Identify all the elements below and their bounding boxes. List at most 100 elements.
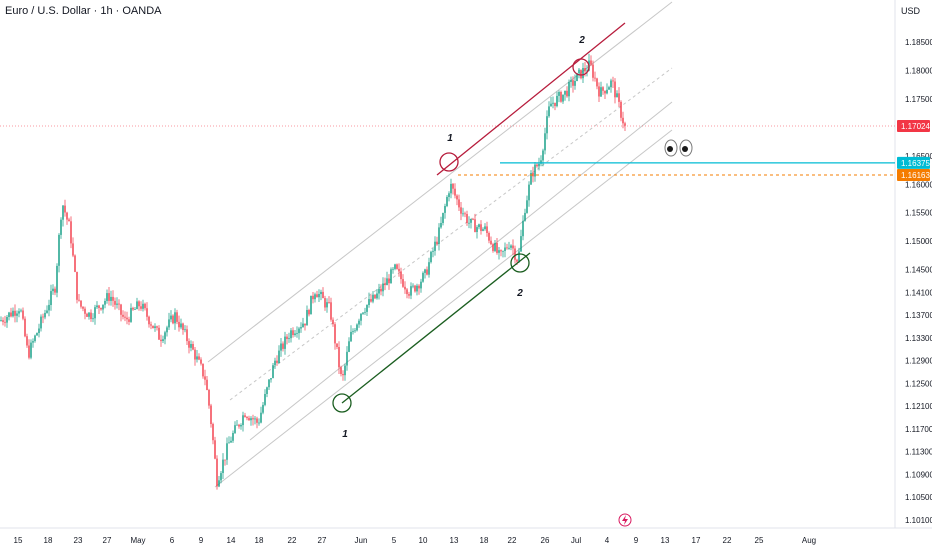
candle-body bbox=[342, 374, 344, 376]
candle-body bbox=[388, 278, 390, 284]
lightning-icon[interactable] bbox=[618, 513, 632, 527]
candle-body bbox=[464, 213, 466, 215]
time-tick-label: 17 bbox=[692, 536, 701, 545]
candle-body bbox=[38, 328, 40, 333]
upper-trendline[interactable] bbox=[436, 22, 626, 176]
regression-channel[interactable] bbox=[207, 1, 673, 488]
candle-body bbox=[186, 329, 188, 342]
candle-body bbox=[458, 199, 460, 208]
candle-body bbox=[120, 304, 122, 315]
candle-body bbox=[534, 164, 536, 177]
candle-body bbox=[144, 303, 146, 309]
candle-body bbox=[16, 313, 18, 316]
annotation-label: 1 bbox=[342, 429, 348, 440]
candle-body bbox=[600, 87, 602, 97]
candle-body bbox=[360, 313, 362, 321]
candle-body bbox=[50, 291, 52, 305]
time-tick-label: 4 bbox=[605, 536, 610, 545]
candle-body bbox=[482, 229, 484, 231]
candle-body bbox=[496, 243, 498, 253]
candle-body bbox=[244, 415, 246, 418]
candle-body bbox=[226, 443, 228, 460]
candle-body bbox=[84, 308, 86, 314]
candle-body bbox=[286, 336, 288, 339]
time-tick-label: 10 bbox=[419, 536, 428, 545]
upper-touch-circle-1[interactable] bbox=[439, 152, 459, 172]
candle-body bbox=[564, 90, 566, 95]
candle-body bbox=[136, 301, 138, 310]
candle-body bbox=[274, 360, 276, 366]
lower-trendline[interactable] bbox=[341, 252, 531, 404]
candle-body bbox=[362, 312, 364, 314]
candle-body bbox=[58, 234, 60, 266]
time-axis[interactable]: 15 18 23 27 May 6 9 14 18 22 27 Jun 5 10 13 18 22 26 Jul 4 9… bbox=[14, 536, 817, 545]
candle-body bbox=[22, 310, 24, 319]
price-axis[interactable]: 1.18500 1.18000 1.17500 1.16500 1.16000 1.155… bbox=[897, 38, 932, 525]
channel-line[interactable] bbox=[229, 67, 673, 401]
candle-body bbox=[546, 116, 548, 134]
candle-body bbox=[406, 289, 408, 295]
candle-body bbox=[210, 405, 212, 424]
candle-body bbox=[218, 480, 220, 487]
candle-body bbox=[164, 332, 166, 340]
upper-touch-circle-2[interactable] bbox=[572, 58, 590, 76]
candle-body bbox=[614, 81, 616, 98]
channel-line[interactable] bbox=[207, 1, 673, 363]
candle-body bbox=[262, 404, 264, 413]
candle-body bbox=[168, 319, 170, 328]
time-tick-label: 9 bbox=[199, 536, 204, 545]
candle-body bbox=[172, 315, 174, 324]
candle-body bbox=[502, 250, 504, 252]
price-tick-label: 1.10100 bbox=[905, 516, 932, 525]
candle-body bbox=[142, 303, 144, 309]
candle-body bbox=[518, 251, 520, 262]
candle-body bbox=[432, 250, 434, 252]
price-tick-label: 1.16000 bbox=[905, 180, 932, 189]
candle-body bbox=[232, 433, 234, 441]
candle-body bbox=[338, 347, 340, 368]
candle-body bbox=[408, 294, 410, 296]
candle-body bbox=[322, 291, 324, 299]
price-tick-label: 1.12900 bbox=[905, 357, 932, 366]
price-tick-label: 1.15000 bbox=[905, 237, 932, 246]
candle-body bbox=[300, 327, 302, 329]
channel-line[interactable] bbox=[214, 129, 673, 488]
lower-touch-circle-1[interactable] bbox=[332, 393, 352, 413]
candle-body bbox=[492, 244, 494, 251]
lower-touch-circle-2[interactable] bbox=[510, 253, 530, 273]
price-tick-label: 1.12100 bbox=[905, 402, 932, 411]
candle-body bbox=[348, 341, 350, 352]
time-tick-label: 13 bbox=[661, 536, 670, 545]
candle-body bbox=[202, 363, 204, 377]
price-label-value: 1.16163 bbox=[901, 171, 930, 180]
price-label-value: 1.17024 bbox=[901, 122, 930, 131]
candle-body bbox=[108, 293, 110, 301]
time-tick-label: 22 bbox=[723, 536, 732, 545]
candle-body bbox=[40, 316, 42, 329]
candle-body bbox=[234, 425, 236, 433]
candle-body bbox=[134, 309, 136, 310]
candle-body bbox=[176, 312, 178, 322]
candle-body bbox=[586, 70, 588, 72]
time-tick-label: Jun bbox=[355, 536, 368, 545]
candle-body bbox=[192, 344, 194, 350]
candle-body bbox=[34, 335, 36, 342]
candle-body bbox=[314, 294, 316, 300]
candle-body bbox=[558, 92, 560, 96]
candle-body bbox=[246, 417, 248, 419]
candle-body bbox=[570, 80, 572, 82]
candle-body bbox=[604, 90, 606, 94]
candle-body bbox=[450, 183, 452, 194]
candle-body bbox=[596, 78, 598, 87]
candle-body bbox=[424, 269, 426, 273]
channel-line[interactable] bbox=[249, 101, 673, 441]
price-tick-label: 1.18500 bbox=[905, 38, 932, 47]
candle-body bbox=[158, 327, 160, 340]
candle-body bbox=[64, 205, 66, 213]
candle-body bbox=[14, 310, 16, 316]
candle-body bbox=[294, 333, 296, 335]
drawing-overlays[interactable]: 1 2 1 2 bbox=[0, 22, 895, 527]
candle-body bbox=[548, 106, 550, 117]
time-tick-label: 18 bbox=[255, 536, 264, 545]
